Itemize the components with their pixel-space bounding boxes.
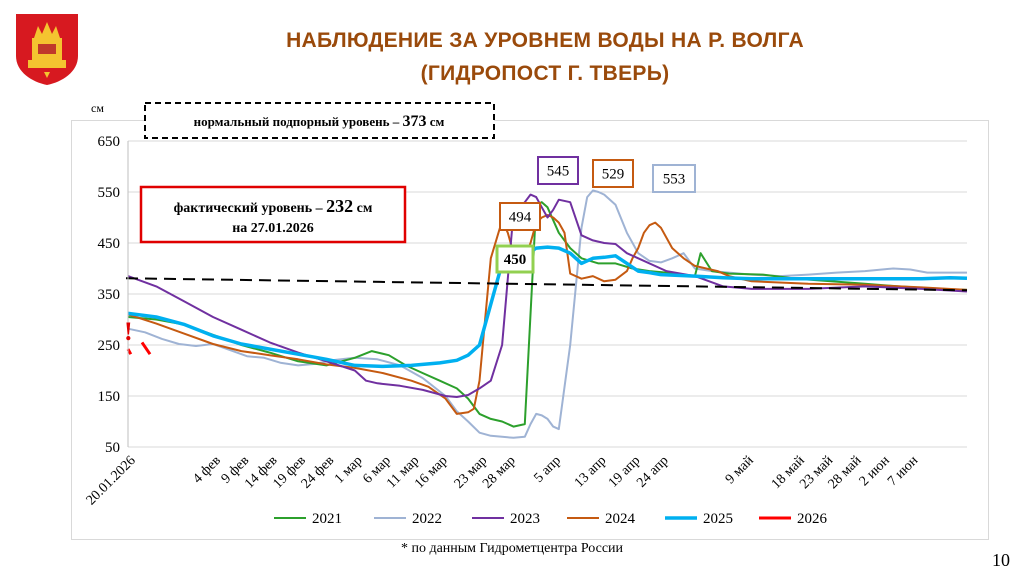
actual-level-value: 232 xyxy=(326,196,353,216)
value-label-box-2022 xyxy=(652,164,696,193)
svg-text:нормальный подпорный уровень –: нормальный подпорный уровень – 373 см xyxy=(194,113,445,130)
title-line-2: (ГИДРОПОСТ Г. ТВЕРЬ) xyxy=(420,62,670,85)
x-tick-label: 24 фев xyxy=(299,453,338,492)
y-tick-label-250: 250 xyxy=(98,338,121,354)
series-2026-marker xyxy=(140,341,152,356)
coat-of-arms-logo xyxy=(16,14,78,85)
x-tick-label: 4 фев xyxy=(190,453,224,487)
chart-legend: 2021 2022 2023 2024 2025 2026 xyxy=(274,511,828,527)
x-tick-label: 19 апр xyxy=(606,453,643,490)
actual-level-unit: см xyxy=(353,201,373,216)
x-tick-label: 16 мар xyxy=(412,453,451,492)
x-tick-label: 2 июн xyxy=(857,453,893,489)
value-label-545: 545 xyxy=(547,164,570,180)
chart-grid xyxy=(128,140,967,448)
x-tick-label: 7 июн xyxy=(885,453,921,489)
normal-level-value: 373 xyxy=(402,113,426,130)
legend-label-2025: 2025 xyxy=(703,511,733,527)
page-title: НАБЛЮДЕНИЕ ЗА УРОВНЕМ ВОДЫ НА Р. ВОЛГА (… xyxy=(130,24,960,90)
page-number: 10 xyxy=(992,550,1010,570)
x-tick-label: 20.01.2026 xyxy=(84,453,139,508)
y-tick-label-550: 550 xyxy=(98,185,121,201)
x-tick-label: 28 мар xyxy=(480,453,519,492)
value-label-494: 494 xyxy=(509,210,532,226)
legend-label-2026: 2026 xyxy=(797,511,828,527)
x-tick-label: 9 май xyxy=(723,453,757,487)
y-tick-label-350: 350 xyxy=(98,287,121,303)
normal-level-reference-line xyxy=(125,277,968,292)
normal-level-callout: нормальный подпорный уровень – 373 см xyxy=(144,102,495,139)
x-tick-label: 28 май xyxy=(826,453,865,492)
source-note: * по данным Гидрометцентра России xyxy=(400,541,624,556)
value-label-box-2023 xyxy=(537,156,579,185)
actual-level-prefix: фактический уровень – xyxy=(174,201,327,216)
legend-label-2022: 2022 xyxy=(412,511,442,527)
normal-level-unit: см xyxy=(426,114,444,129)
value-label-450: 450 xyxy=(504,252,527,268)
series-line-2024 xyxy=(127,214,968,415)
y-axis-unit-label: см xyxy=(91,101,104,115)
peak-value-labels: 450 494 545 529 553 xyxy=(495,156,696,274)
legend-label-2021: 2021 xyxy=(312,511,342,527)
series-line-2025 xyxy=(127,245,968,369)
x-tick-label: 5 апр xyxy=(531,453,564,486)
value-label-box-2024 xyxy=(499,202,541,231)
x-tick-label: 13 апр xyxy=(572,453,609,490)
legend-label-2023: 2023 xyxy=(510,511,540,527)
actual-level-callout: фактический уровень – 232 см на 27.01.20… xyxy=(139,185,407,244)
title-line-1: НАБЛЮДЕНИЕ ЗА УРОВНЕМ ВОДЫ НА Р. ВОЛГА xyxy=(286,29,804,52)
value-label-box-2024 xyxy=(592,159,634,188)
x-tick-label: 24 апр xyxy=(634,453,671,490)
normal-level-prefix: нормальный подпорный уровень – xyxy=(194,114,403,129)
value-label-box-2021 xyxy=(495,244,535,274)
value-label-553: 553 xyxy=(663,172,686,188)
chart-frame xyxy=(71,120,989,540)
y-tick-label-50: 50 xyxy=(105,440,120,456)
y-tick-label-450: 450 xyxy=(98,236,121,252)
x-tick-label: 1 мар xyxy=(332,453,366,487)
legend-label-2024: 2024 xyxy=(605,511,636,527)
exclamation-mark: ! xyxy=(124,317,133,346)
y-tick-label-650: 650 xyxy=(98,134,121,150)
value-label-529: 529 xyxy=(602,167,625,183)
svg-text:фактический уровень – 232 см: фактический уровень – 232 см xyxy=(174,196,373,216)
y-tick-label-150: 150 xyxy=(98,389,121,405)
reference-line-layer xyxy=(125,277,968,292)
actual-level-date: на 27.01.2026 xyxy=(232,221,314,236)
